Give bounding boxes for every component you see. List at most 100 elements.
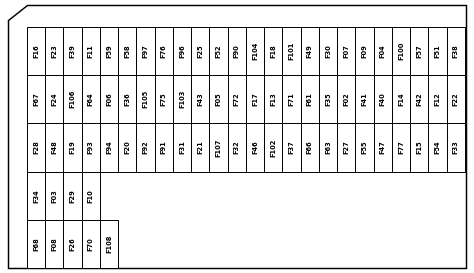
- Bar: [64, 220, 82, 268]
- Bar: [45, 172, 64, 220]
- Bar: [283, 123, 301, 172]
- Bar: [27, 27, 45, 75]
- Text: F31: F31: [179, 141, 185, 154]
- Text: F16: F16: [33, 44, 39, 58]
- Bar: [374, 27, 392, 75]
- Text: F77: F77: [398, 141, 404, 154]
- Bar: [337, 27, 356, 75]
- Text: F14: F14: [398, 93, 404, 106]
- Text: F90: F90: [234, 44, 240, 58]
- Bar: [319, 75, 337, 123]
- Text: F108: F108: [106, 235, 112, 253]
- Bar: [228, 27, 246, 75]
- Text: F76: F76: [161, 44, 167, 58]
- Bar: [392, 75, 410, 123]
- Text: F67: F67: [33, 93, 39, 106]
- Bar: [246, 123, 264, 172]
- Text: F08: F08: [51, 237, 57, 251]
- Bar: [118, 123, 137, 172]
- Bar: [118, 27, 137, 75]
- Text: F23: F23: [51, 44, 57, 58]
- Bar: [337, 75, 356, 123]
- Bar: [301, 75, 319, 123]
- Text: F12: F12: [435, 93, 441, 106]
- Bar: [64, 172, 82, 220]
- Text: F04: F04: [380, 44, 386, 58]
- Text: F97: F97: [143, 44, 149, 58]
- Bar: [392, 123, 410, 172]
- Text: F36: F36: [124, 93, 130, 106]
- Text: F07: F07: [343, 44, 349, 58]
- Text: F11: F11: [88, 44, 94, 58]
- Bar: [155, 75, 173, 123]
- Bar: [27, 172, 45, 220]
- Text: F59: F59: [106, 44, 112, 58]
- Text: F29: F29: [70, 189, 76, 203]
- Bar: [118, 75, 137, 123]
- Text: F22: F22: [453, 93, 459, 106]
- Bar: [155, 123, 173, 172]
- Bar: [100, 75, 118, 123]
- Text: F15: F15: [416, 141, 422, 154]
- Text: F63: F63: [325, 141, 331, 154]
- Text: F13: F13: [270, 93, 276, 106]
- Text: F33: F33: [453, 141, 459, 154]
- Bar: [45, 123, 64, 172]
- Text: F93: F93: [88, 141, 94, 154]
- Text: F47: F47: [380, 141, 386, 154]
- Bar: [27, 75, 45, 123]
- Text: F96: F96: [179, 44, 185, 58]
- Text: F10: F10: [88, 189, 94, 203]
- Text: F24: F24: [51, 93, 57, 106]
- Bar: [82, 172, 100, 220]
- Bar: [283, 27, 301, 75]
- Bar: [301, 27, 319, 75]
- Bar: [45, 75, 64, 123]
- Bar: [173, 123, 191, 172]
- Text: F104: F104: [252, 42, 258, 60]
- Text: F03: F03: [51, 189, 57, 203]
- Bar: [100, 123, 118, 172]
- Bar: [191, 75, 210, 123]
- Text: F106: F106: [70, 90, 76, 108]
- Text: F101: F101: [289, 42, 295, 60]
- Bar: [82, 27, 100, 75]
- Text: F71: F71: [289, 93, 295, 106]
- Text: F19: F19: [70, 141, 76, 154]
- Bar: [191, 27, 210, 75]
- Text: F35: F35: [325, 93, 331, 106]
- Text: F27: F27: [343, 141, 349, 154]
- Bar: [410, 75, 428, 123]
- Bar: [64, 75, 82, 123]
- Text: F49: F49: [307, 44, 313, 58]
- Text: F64: F64: [88, 93, 94, 106]
- Text: F46: F46: [252, 141, 258, 154]
- Text: F54: F54: [435, 141, 441, 154]
- Bar: [191, 123, 210, 172]
- Bar: [264, 75, 283, 123]
- Bar: [82, 123, 100, 172]
- Bar: [82, 75, 100, 123]
- Text: F21: F21: [197, 141, 203, 154]
- Bar: [64, 123, 82, 172]
- Bar: [210, 27, 228, 75]
- Text: F38: F38: [453, 44, 459, 58]
- Text: F66: F66: [307, 141, 313, 154]
- Text: F102: F102: [270, 138, 276, 157]
- Bar: [173, 75, 191, 123]
- Bar: [356, 75, 374, 123]
- Text: F02: F02: [343, 93, 349, 106]
- Text: F26: F26: [70, 237, 76, 251]
- Bar: [64, 27, 82, 75]
- Text: F58: F58: [124, 44, 130, 58]
- Bar: [428, 27, 447, 75]
- Bar: [283, 75, 301, 123]
- Bar: [264, 123, 283, 172]
- Text: F20: F20: [124, 141, 130, 154]
- Bar: [428, 75, 447, 123]
- Bar: [137, 123, 155, 172]
- Text: F43: F43: [197, 93, 203, 106]
- Bar: [45, 27, 64, 75]
- Text: F09: F09: [362, 44, 368, 58]
- Text: F52: F52: [216, 44, 222, 58]
